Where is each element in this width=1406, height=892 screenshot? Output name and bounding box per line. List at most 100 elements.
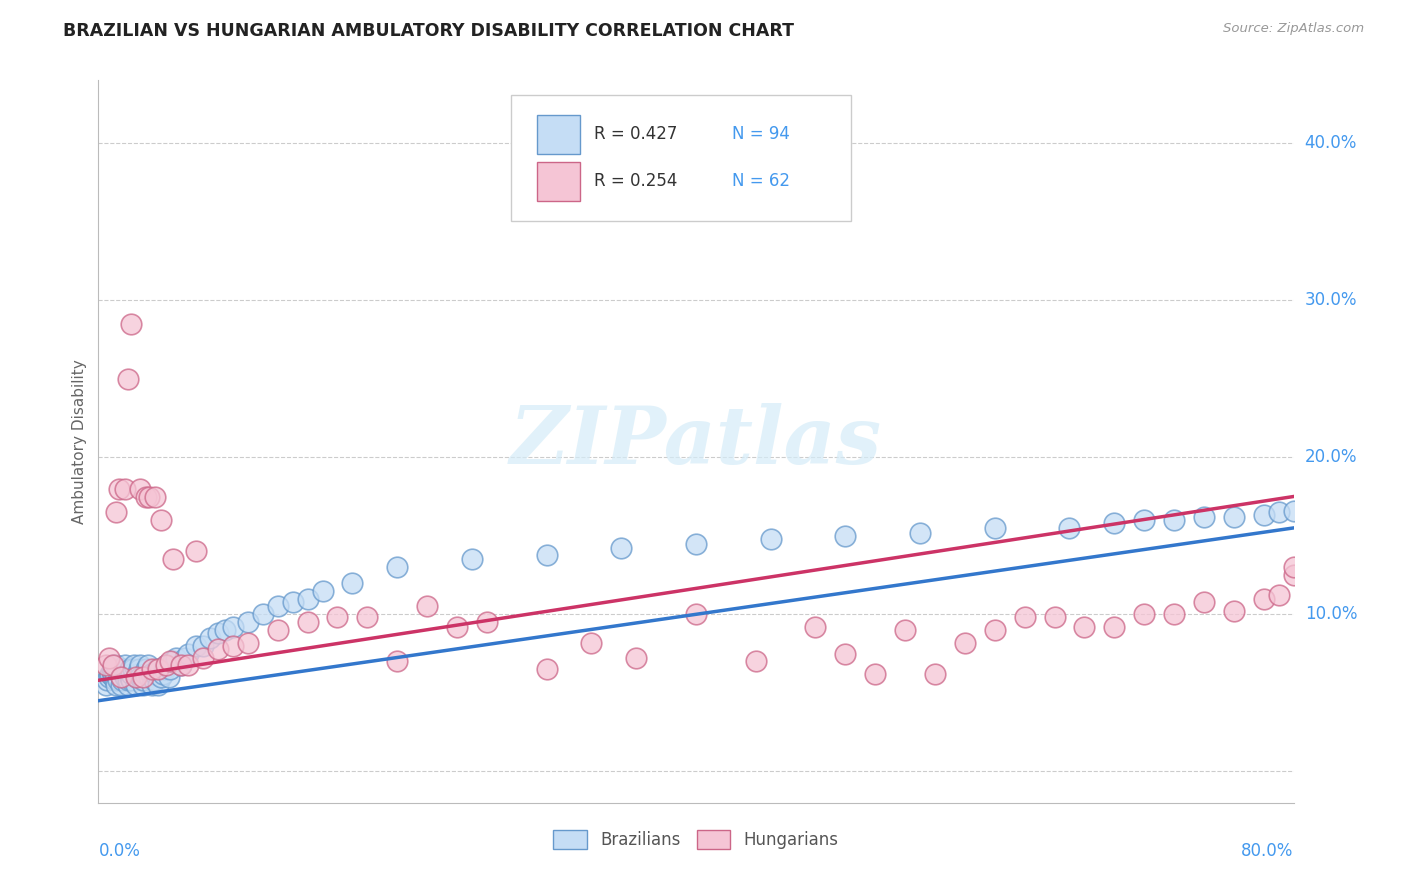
Point: [127, 667, 149, 681]
Point: [159, 655, 181, 669]
Point: [129, 670, 152, 684]
Text: 0.0%: 0.0%: [98, 842, 141, 860]
Point: [297, 591, 319, 606]
Point: [139, 667, 162, 681]
Point: [626, 651, 648, 665]
Point: [214, 623, 236, 637]
Point: [326, 610, 349, 624]
Point: [1267, 505, 1289, 519]
Point: [129, 482, 152, 496]
Point: [1192, 510, 1215, 524]
Point: [150, 670, 173, 684]
Point: [267, 599, 290, 614]
Point: [110, 670, 132, 684]
Point: [1163, 513, 1185, 527]
Y-axis label: Ambulatory Disability: Ambulatory Disability: [72, 359, 87, 524]
Point: [184, 639, 207, 653]
Point: [984, 521, 1007, 535]
Point: [152, 667, 174, 681]
Text: ZIPatlas: ZIPatlas: [510, 403, 882, 480]
FancyBboxPatch shape: [537, 161, 581, 202]
Point: [267, 623, 290, 637]
Text: BRAZILIAN VS HUNGARIAN AMBULATORY DISABILITY CORRELATION CHART: BRAZILIAN VS HUNGARIAN AMBULATORY DISABI…: [63, 22, 794, 40]
Point: [155, 657, 177, 672]
Point: [162, 552, 184, 566]
Text: 40.0%: 40.0%: [1305, 134, 1357, 153]
Point: [136, 657, 159, 672]
Point: [236, 635, 259, 649]
Point: [1267, 589, 1289, 603]
Point: [610, 541, 633, 556]
Point: [159, 662, 181, 676]
Point: [114, 482, 136, 496]
Point: [342, 575, 364, 590]
Point: [105, 505, 128, 519]
Point: [97, 670, 120, 684]
Point: [207, 641, 229, 656]
Point: [98, 667, 122, 681]
Point: [834, 647, 856, 661]
Point: [148, 662, 170, 676]
Point: [222, 639, 245, 653]
Point: [1043, 610, 1066, 624]
Point: [94, 678, 117, 692]
Text: R = 0.254: R = 0.254: [595, 172, 678, 190]
Point: [105, 678, 128, 692]
Point: [132, 670, 155, 684]
Point: [148, 678, 170, 692]
Point: [894, 623, 917, 637]
Point: [114, 657, 136, 672]
Point: [908, 525, 931, 540]
Point: [169, 657, 191, 672]
FancyBboxPatch shape: [537, 114, 581, 154]
Point: [112, 662, 135, 676]
Point: [1253, 508, 1275, 523]
Point: [174, 651, 197, 665]
Point: [1104, 516, 1126, 531]
Point: [984, 623, 1007, 637]
Point: [125, 670, 148, 684]
Point: [145, 662, 167, 676]
Point: [118, 662, 141, 676]
Point: [141, 678, 163, 692]
Point: [112, 667, 135, 681]
Point: [385, 560, 409, 574]
Point: [475, 615, 498, 630]
Point: [162, 655, 184, 669]
Point: [143, 667, 166, 681]
Point: [103, 657, 125, 672]
Point: [120, 667, 142, 681]
Point: [150, 513, 173, 527]
Point: [107, 673, 129, 688]
Text: 20.0%: 20.0%: [1305, 449, 1357, 467]
Point: [143, 490, 166, 504]
Point: [165, 651, 187, 665]
Point: [1059, 521, 1081, 535]
Point: [385, 655, 409, 669]
Point: [138, 670, 160, 684]
Point: [103, 662, 125, 676]
Point: [200, 631, 222, 645]
Point: [804, 620, 827, 634]
Point: [177, 657, 200, 672]
Point: [128, 662, 150, 676]
Point: [177, 647, 200, 661]
Point: [184, 544, 207, 558]
Point: [1014, 610, 1036, 624]
Point: [103, 667, 125, 681]
Point: [125, 678, 148, 692]
Point: [356, 610, 378, 624]
Point: [155, 657, 177, 672]
Point: [1282, 560, 1305, 574]
Text: R = 0.427: R = 0.427: [595, 126, 678, 144]
Text: Source: ZipAtlas.com: Source: ZipAtlas.com: [1223, 22, 1364, 36]
Point: [131, 673, 153, 688]
Point: [104, 673, 127, 688]
Point: [132, 673, 155, 688]
Text: 30.0%: 30.0%: [1305, 291, 1357, 310]
Point: [297, 615, 319, 630]
Point: [118, 670, 141, 684]
Legend: Brazilians, Hungarians: Brazilians, Hungarians: [547, 823, 845, 856]
Point: [281, 595, 304, 609]
Point: [759, 532, 782, 546]
